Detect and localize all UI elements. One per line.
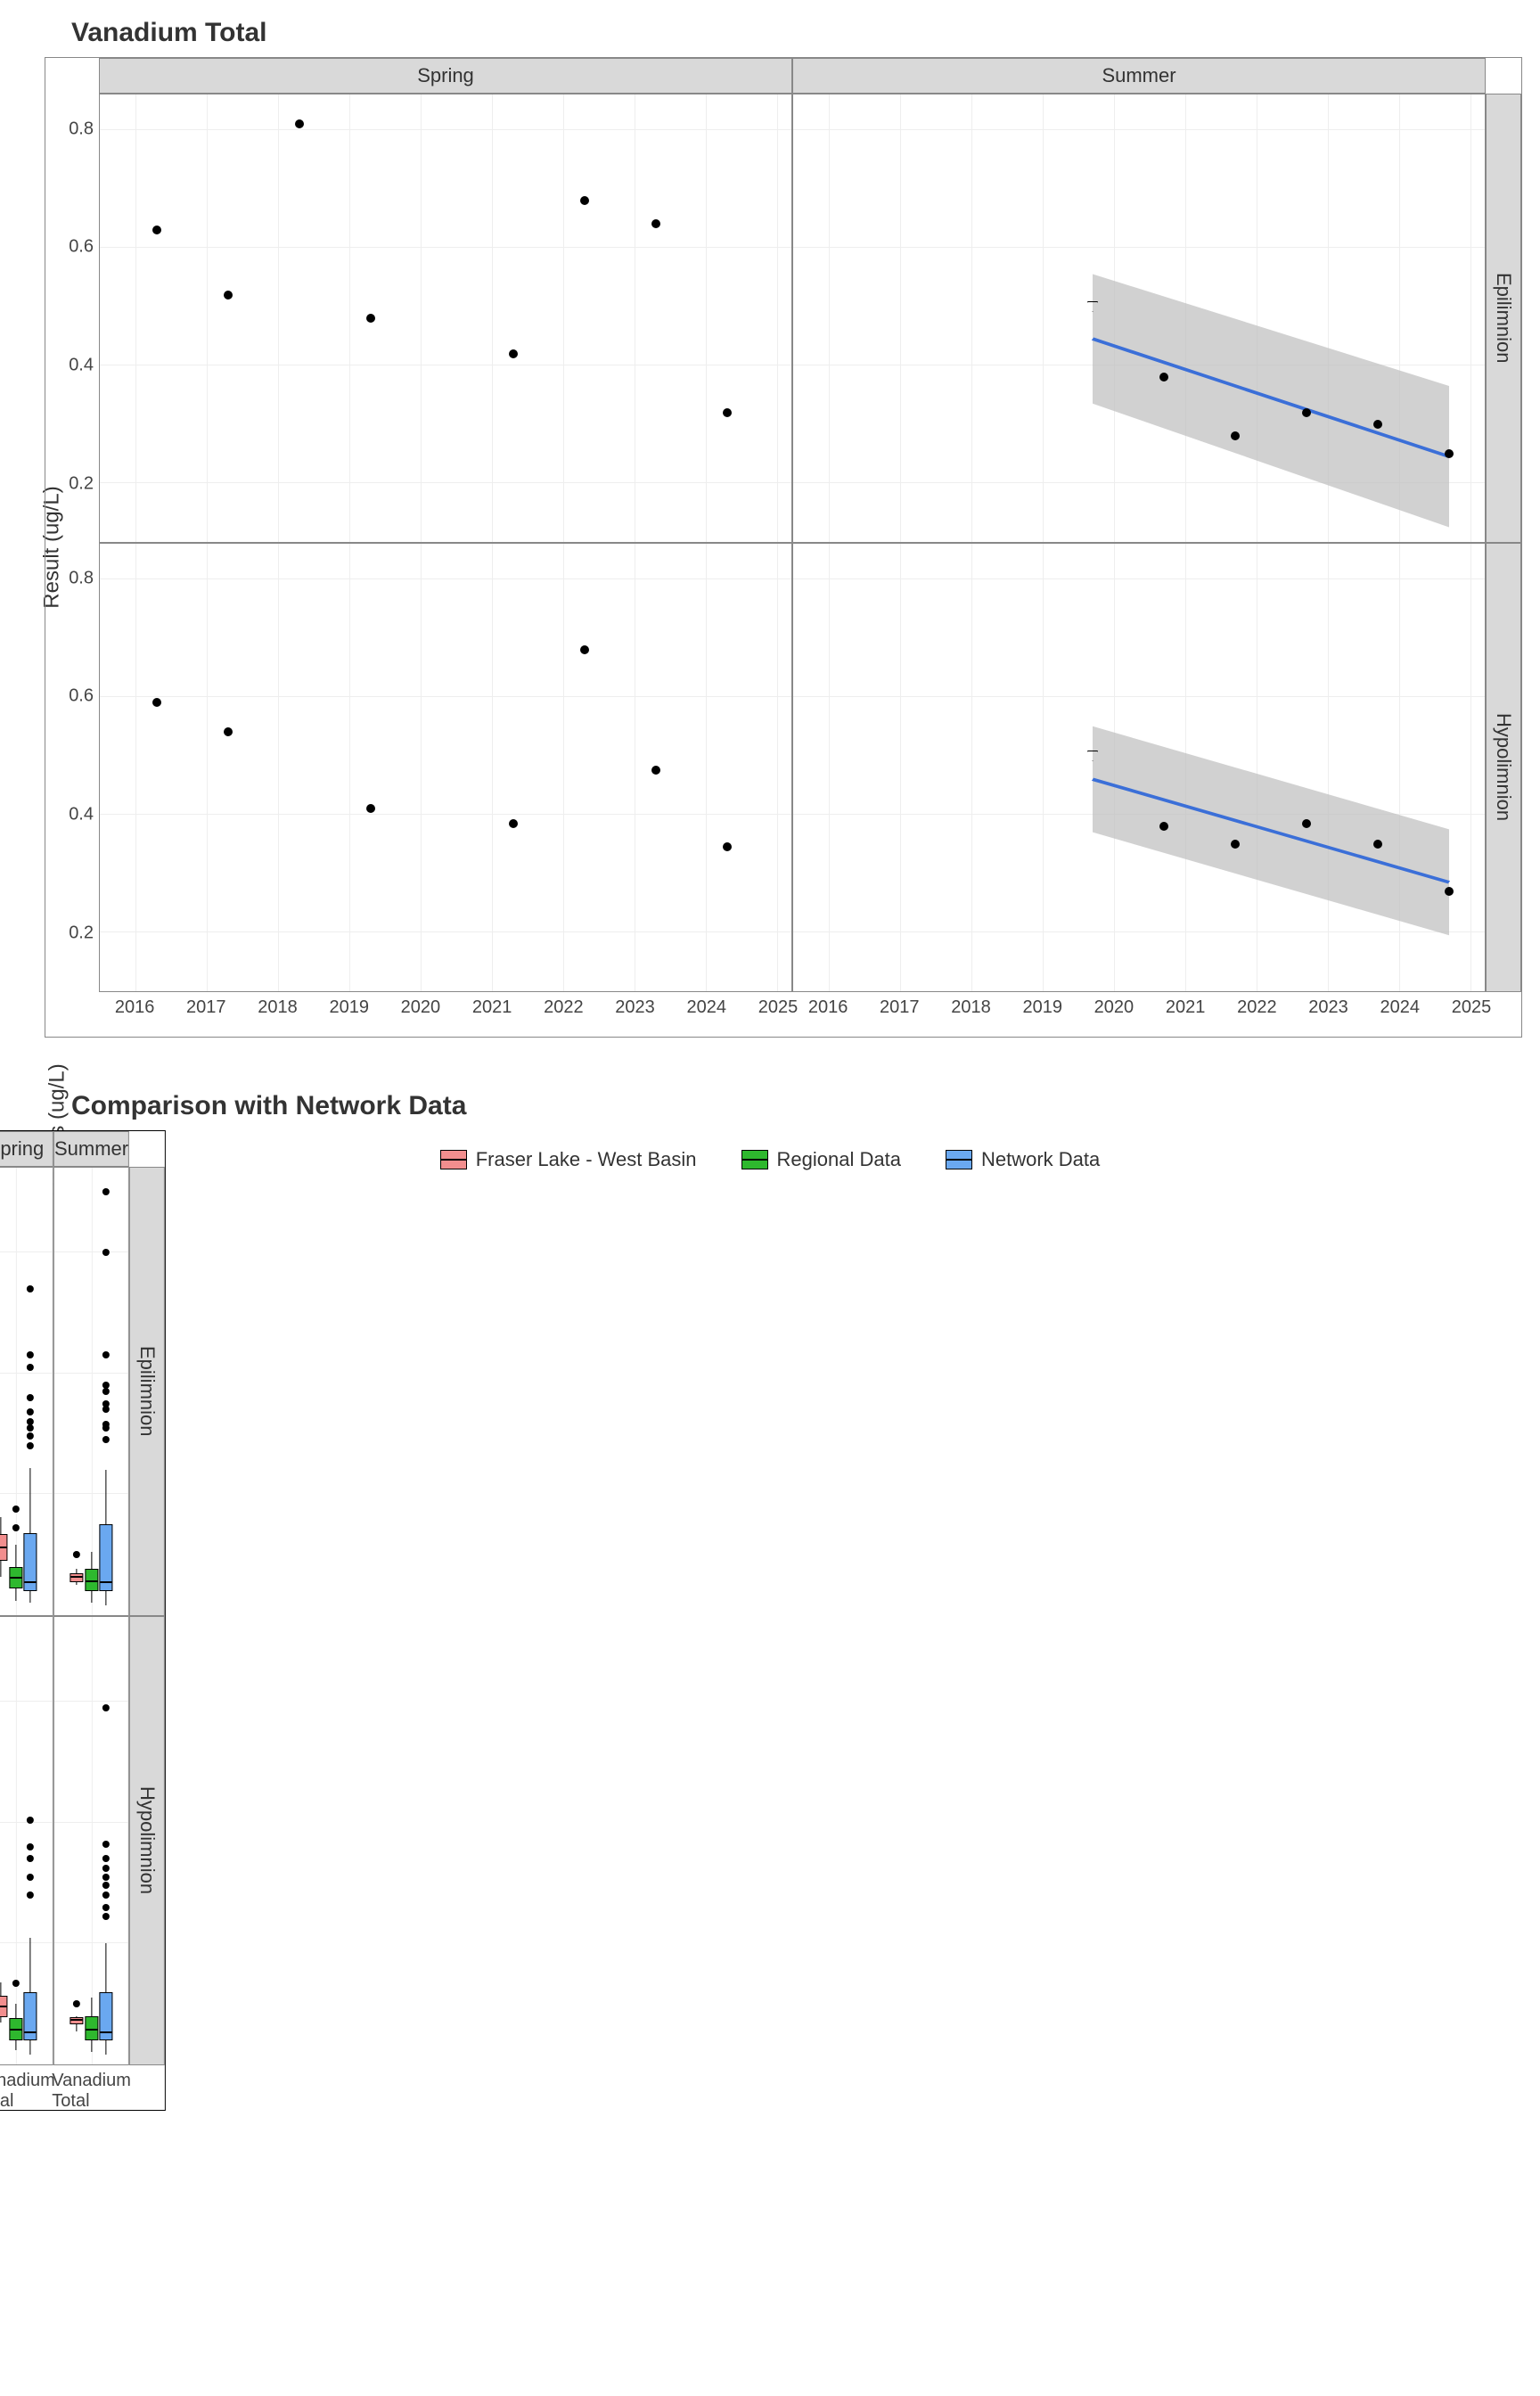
x-axis-spring: 2016201720182019202020212022202320242025 (99, 992, 792, 1037)
legend-item-network: Network Data (946, 1148, 1100, 1171)
panel-spring-epi (99, 94, 792, 543)
legend-key-network (946, 1150, 972, 1169)
panel-spring-epi-b (0, 1167, 53, 1616)
box-title: Comparison with Network Data (71, 1091, 1522, 1121)
x-axis-summer-b: Vanadium Total (53, 2065, 129, 2110)
col-strip-spring-b: Spring (0, 1131, 53, 1167)
row-strip-epi: Epilimnion (1486, 94, 1521, 543)
row-strip-epi-b: Epilimnion (129, 1167, 165, 1616)
panel-spring-hypo-b (0, 1616, 53, 2065)
panel-summer-epi-b (53, 1167, 129, 1616)
row-strip-hypo: Hypolimnion (1486, 543, 1521, 992)
box-chart: Comparison with Network Data Results (ug… (18, 1091, 1522, 1171)
y-axis-hypo: 0.20.40.60.8 (45, 543, 99, 992)
col-strip-summer-b: Summer (53, 1131, 129, 1167)
x-axis-spring-b: Vanadium Total (0, 2065, 53, 2110)
scatter-title: Vanadium Total (71, 18, 1522, 48)
row-strip-hypo-b: Hypolimnion (129, 1616, 165, 2065)
col-strip-spring: Spring (99, 58, 792, 94)
col-strip-summer: Summer (792, 58, 1486, 94)
legend-item-fraser: Fraser Lake - West Basin (440, 1148, 697, 1171)
legend-key-regional (741, 1150, 768, 1169)
legend-label: Fraser Lake - West Basin (476, 1148, 697, 1171)
y-axis-epi: 0.20.40.60.8 (45, 94, 99, 543)
x-axis-summer: 2016201720182019202020212022202320242025 (792, 992, 1486, 1037)
legend: Fraser Lake - West Basin Regional Data N… (18, 1148, 1522, 1171)
scatter-grid: Spring Summer 0.20.40.60.8 Epilimnion 0.… (45, 57, 1522, 1038)
legend-label: Network Data (981, 1148, 1100, 1171)
panel-spring-hypo (99, 543, 792, 992)
legend-label: Regional Data (777, 1148, 901, 1171)
box-grid: Spring Summer 123 Epilimnion 123 Hypolim… (0, 1130, 166, 2111)
panel-summer-hypo (792, 543, 1486, 992)
panel-summer-hypo-b (53, 1616, 129, 2065)
scatter-chart: Vanadium Total Result (ug/L) Spring Summ… (18, 18, 1522, 1038)
legend-key-fraser (440, 1150, 467, 1169)
legend-item-regional: Regional Data (741, 1148, 901, 1171)
panel-summer-epi (792, 94, 1486, 543)
